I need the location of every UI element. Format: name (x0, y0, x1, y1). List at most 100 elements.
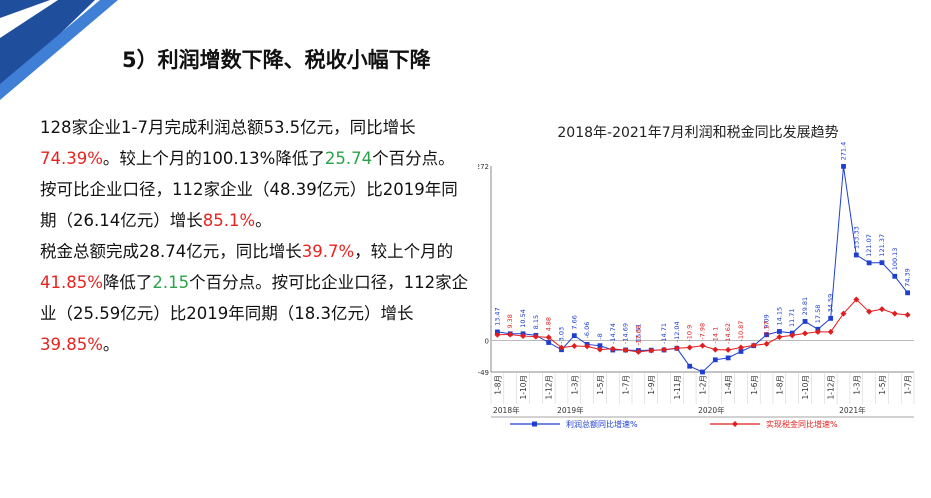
y-tick-label: 0 (485, 338, 489, 346)
data-label: 100.13 (891, 248, 899, 271)
data-label: -14.62 (724, 323, 732, 344)
legend-label: 实现税金同比增速% (766, 419, 838, 429)
corner-stripes (0, 0, 118, 100)
profit-point (892, 273, 898, 279)
profit-point (879, 260, 885, 266)
x-tick-label: 1-5月 (596, 375, 605, 395)
x-tick-label: 1-8月 (775, 375, 784, 395)
x-tick-label: 1-7月 (622, 375, 631, 395)
tax-point (840, 310, 847, 317)
profit-point (546, 340, 552, 345)
text-segment: 。较上个月的100.13%降低了 (102, 149, 325, 168)
tax-point (737, 344, 744, 351)
data-label: 74.39 (904, 268, 912, 287)
tax-point (596, 346, 603, 353)
tax-point (789, 332, 796, 339)
tax-point (584, 343, 591, 350)
tax-point (699, 342, 706, 349)
x-tick-label: 1-5月 (878, 375, 887, 395)
tax-point (673, 345, 680, 352)
data-label: 34.59 (827, 294, 835, 313)
corner-stripe-accent (0, 0, 118, 100)
tax-point (571, 343, 578, 350)
x-tick-label: 1-11月 (673, 375, 682, 400)
year-label: 2019年 (557, 405, 584, 415)
data-label: 13.47 (493, 307, 501, 326)
x-tick-label: 1-3月 (852, 375, 861, 395)
data-label: -7.98 (699, 323, 707, 340)
tax-point (866, 308, 873, 315)
data-label: 4.88 (545, 317, 553, 331)
highlight-value: 41.85% (40, 273, 103, 292)
x-tick-label: 1-12月 (827, 375, 836, 400)
corner-decoration (0, 0, 120, 100)
x-tick-label: 1-4月 (724, 375, 733, 395)
highlight-value: 2.15 (152, 273, 190, 292)
profit-point (700, 369, 705, 375)
text-segment: ，较上个月的 (354, 242, 454, 261)
year-label: 2018年 (493, 405, 520, 415)
data-label: 9.38 (506, 314, 514, 328)
highlight-value: 39.7% (301, 242, 355, 261)
tax-point (814, 328, 821, 335)
data-label: 29.81 (801, 297, 809, 316)
profit-point (828, 315, 834, 321)
data-label: -17.68 (634, 325, 642, 346)
data-label: -10.9 (686, 325, 694, 342)
tax-point (776, 334, 783, 341)
x-tick-label: 1-8月 (493, 375, 502, 395)
data-label: -3.03 (558, 327, 566, 344)
profit-point (853, 252, 859, 258)
data-label: 10.54 (519, 309, 527, 328)
x-tick-label: 1-10月 (519, 375, 528, 400)
x-tick-label: 1-6月 (750, 375, 759, 395)
x-tick-label: 1-7月 (904, 375, 913, 395)
tax-paragraph: 税金总额完成28.74亿元，同比增长39.7%，较上个月的 41.85%降低了2.… (40, 236, 470, 360)
highlight-value: 39.85% (40, 335, 103, 354)
corner-stripe-light (0, 0, 58, 38)
data-label: -14.69 (622, 323, 630, 344)
tax-point (891, 310, 898, 317)
highlight-value: 85.1% (202, 211, 256, 230)
legend-marker-profit (532, 421, 537, 427)
text-segment: 个百分点。按可比企业口径，112家企业（25.59亿元）比2019年同期（18.… (40, 273, 469, 323)
data-label: 121.37 (878, 234, 886, 257)
profit-point (866, 260, 872, 266)
profit-point (571, 333, 577, 339)
data-label: -14.74 (609, 323, 617, 344)
data-label: 271.4 (840, 142, 848, 161)
y-tick-label: -49 (478, 369, 489, 377)
legend-marker-tax (732, 421, 738, 427)
profit-point (764, 332, 769, 338)
data-label: -14.1 (711, 327, 719, 344)
data-label: -8 (596, 333, 604, 339)
data-label: 7.66 (570, 315, 578, 329)
profit-point (687, 363, 693, 369)
data-label: 133.33 (852, 226, 860, 249)
text-segment: 税金总额完成28.74亿元，同比增长 (40, 242, 302, 261)
text-segment: 128家企业1-7月完成利润总额53.5亿元，同比增长 (40, 118, 416, 137)
profit-point (841, 163, 846, 169)
profit-point (597, 343, 603, 349)
tax-point (622, 347, 629, 354)
trend-chart: 2018年-2021年7月利润和税金同比发展趋势 272 0 -49 1-8月 1-10… (476, 118, 930, 443)
tax-point (853, 296, 860, 303)
tax-point (494, 331, 501, 338)
profit-point (802, 319, 808, 324)
tax-point (648, 347, 655, 354)
x-tick-label: 1-12月 (545, 375, 554, 400)
data-label: 11.71 (788, 308, 796, 327)
tax-point (686, 344, 693, 351)
profit-point (777, 329, 782, 334)
text-segment: 。 (102, 335, 120, 354)
text-segment: 个百分点。按可比企业口径，112家企业（48.39亿元）比2019年同期（26.… (40, 149, 458, 230)
tax-point (661, 346, 668, 353)
tax-point (802, 330, 809, 337)
data-label: -5.17 (763, 321, 771, 338)
text-segment: 降低了 (102, 273, 153, 292)
body-text: 128家企业1-7月完成利润总额53.5亿元，同比增长 74.39%。较上个月的1… (40, 112, 470, 360)
data-label: 9.09 (763, 314, 771, 328)
x-tick-label: 1-9月 (647, 375, 656, 395)
data-label: -15.51 (634, 324, 642, 345)
profit-point (725, 355, 731, 361)
